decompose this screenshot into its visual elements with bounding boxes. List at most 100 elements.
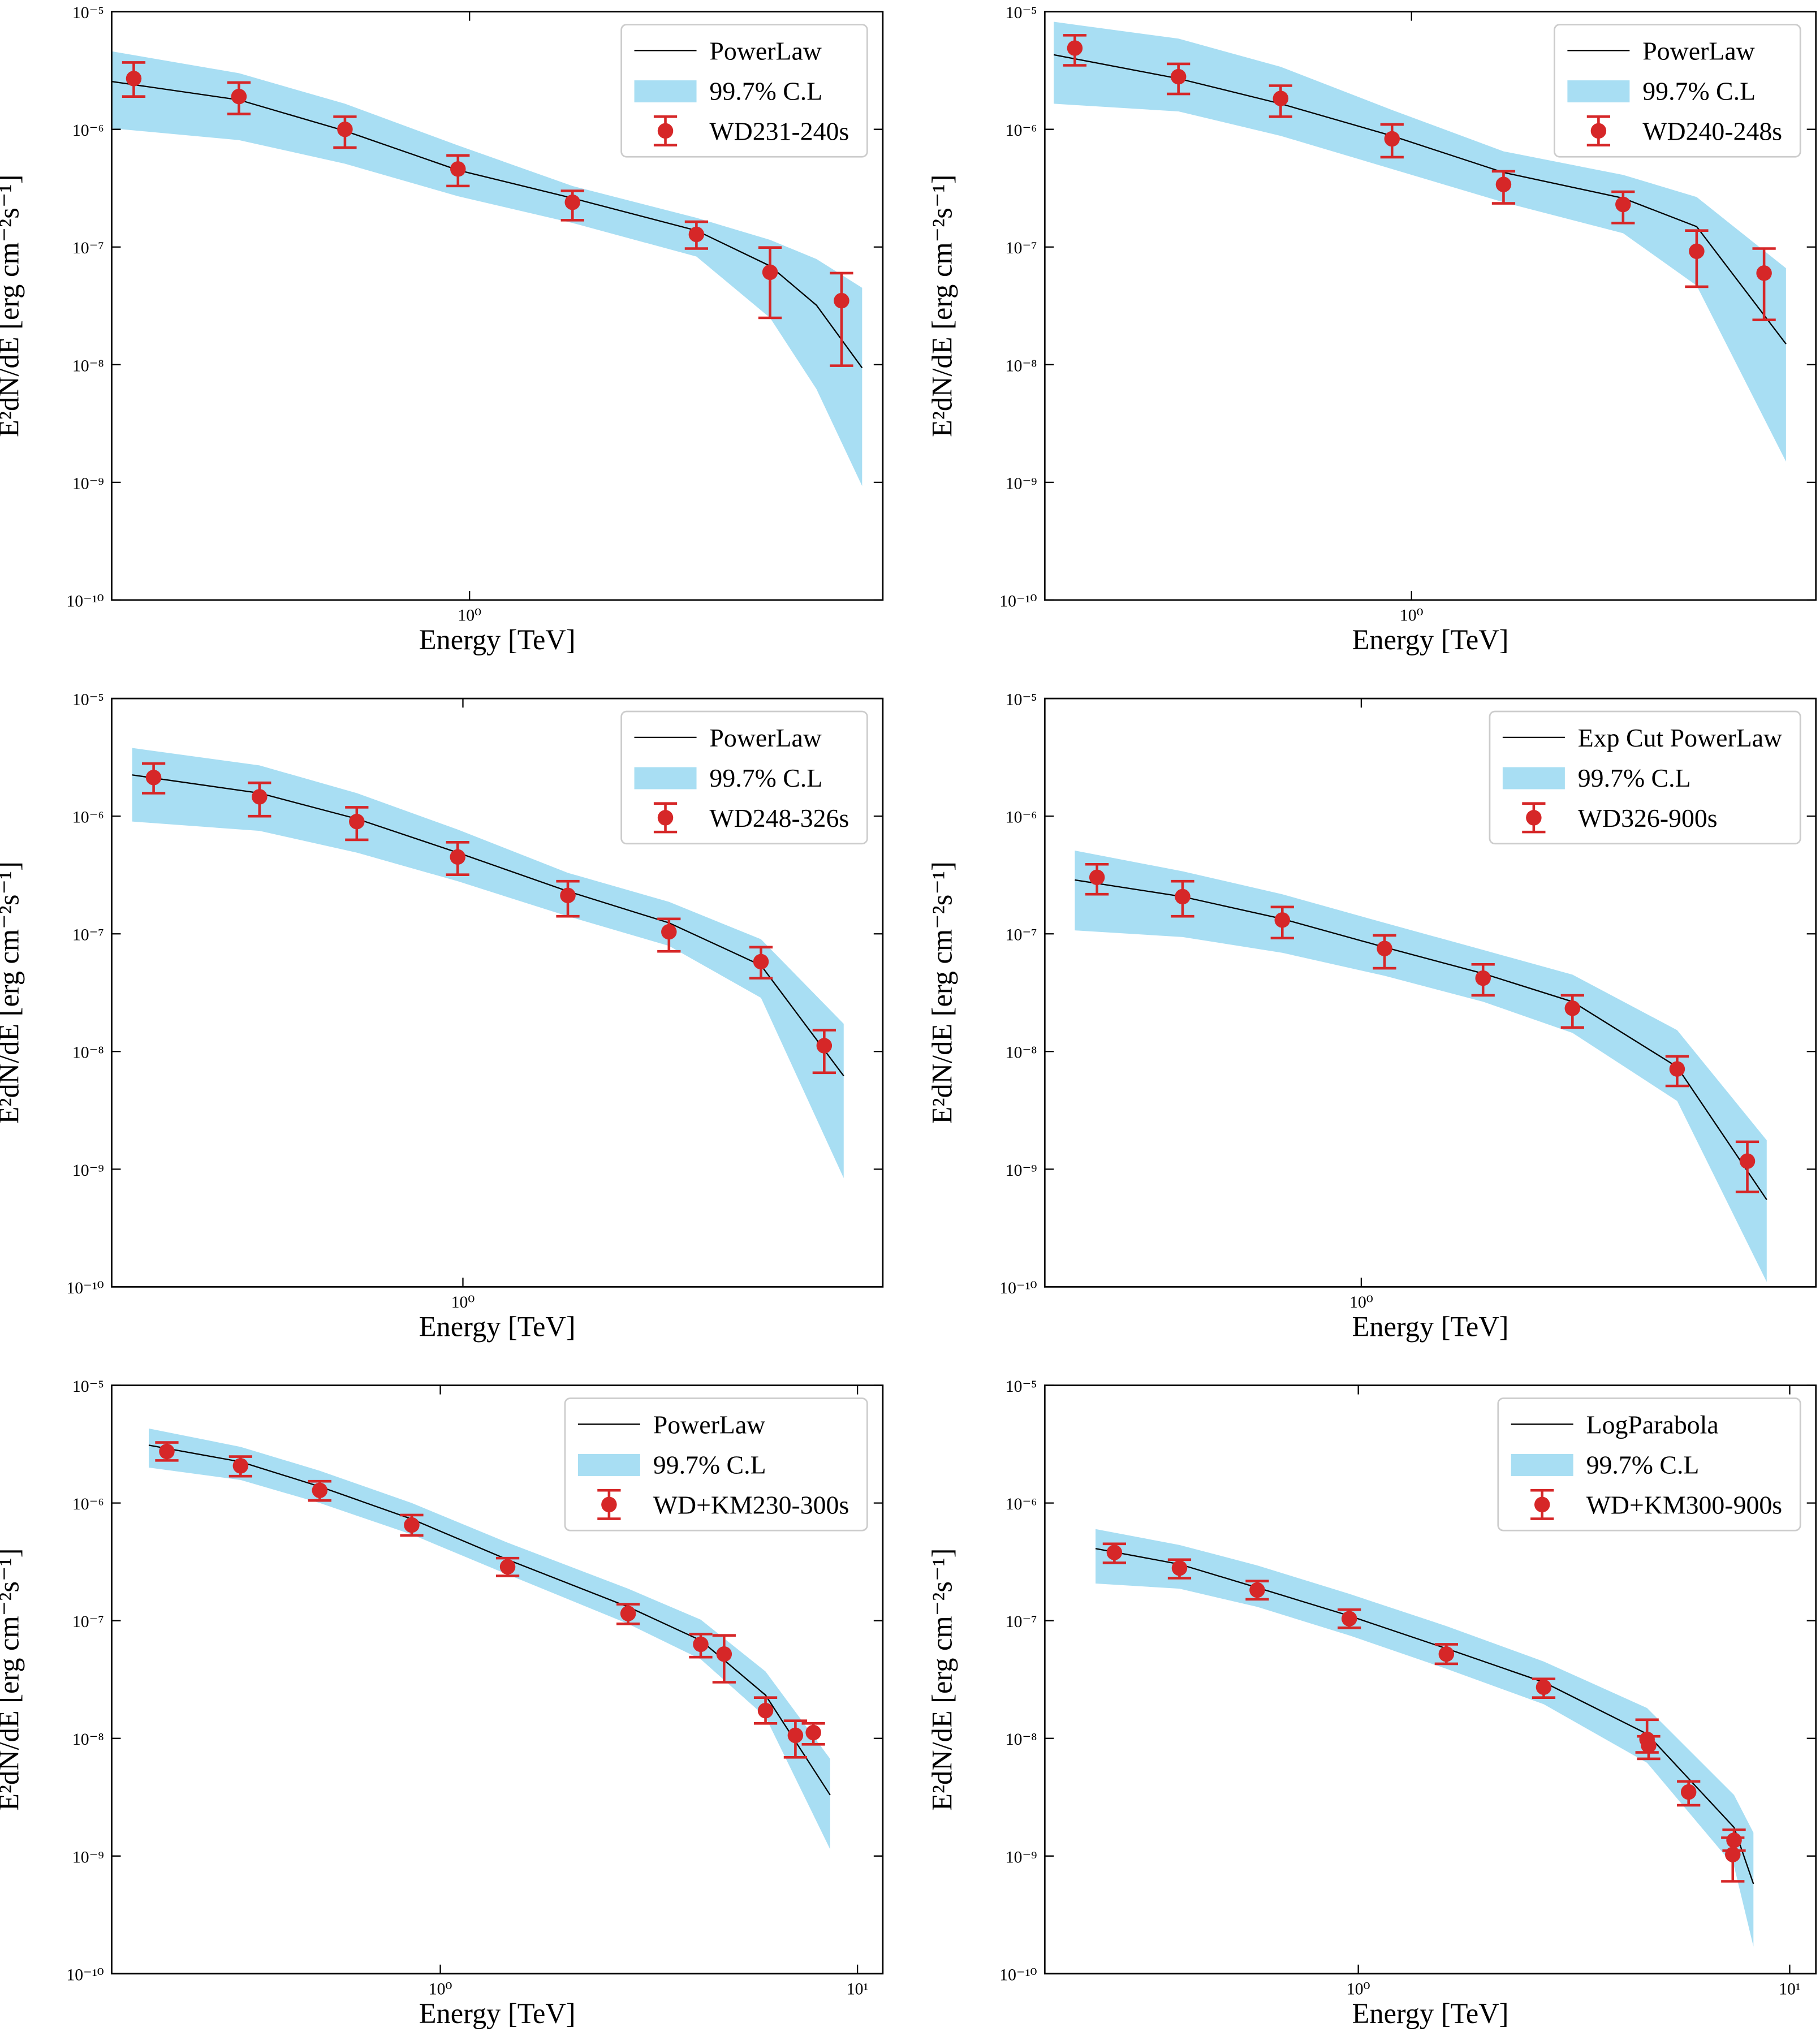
confidence-band [148, 1428, 830, 1849]
legend-label: WD240-248s [1642, 117, 1782, 145]
data-point [232, 1458, 249, 1474]
data-point [159, 1443, 175, 1460]
y-tick-label: 10⁻⁸ [72, 356, 104, 375]
data-point [145, 770, 162, 786]
legend-label: LogParabola [1586, 1410, 1719, 1439]
y-tick-label: 10⁻⁷ [72, 926, 104, 944]
data-point [757, 1703, 774, 1719]
x-tick-label: 10⁰ [1349, 1293, 1373, 1311]
y-tick-label: 10⁻⁵ [1006, 3, 1037, 22]
data-point [1536, 1679, 1552, 1696]
legend-point-handle [657, 810, 674, 826]
data-point [1377, 940, 1392, 956]
y-axis-label: E²dN/dE [erg cm⁻²s⁻¹] [0, 175, 24, 437]
data-point [620, 1606, 636, 1621]
legend: PowerLaw 99.7% C.L WD231-240s [620, 24, 868, 158]
y-tick-label: 10⁻⁹ [1006, 1848, 1037, 1866]
data-point [716, 1646, 732, 1662]
data-point [1725, 1847, 1741, 1862]
panel: 10⁻¹⁰ 10⁻⁹ 10⁻⁸ 10⁻⁷ 10⁻⁶ 10⁻⁵ 10⁰ 10¹ Energy [T… [926, 1377, 1817, 2029]
axes-frame [111, 11, 884, 601]
legend-label: WD+KM230-300s [653, 1490, 849, 1519]
axes-frame [111, 1384, 884, 1975]
plot-area [148, 1428, 831, 1849]
data-point [1273, 90, 1289, 106]
y-tick-label: 10⁻⁹ [72, 1161, 104, 1180]
data-point [231, 88, 247, 105]
y-axis-label: E²dN/dE [erg cm⁻²s⁻¹] [926, 175, 958, 437]
plot-area [1075, 851, 1767, 1282]
legend-band-handle [1511, 1454, 1573, 1476]
legend-box [1497, 1397, 1801, 1531]
x-axis-label: Energy [TeV] [419, 1998, 576, 2029]
x-axis-label: Energy [TeV] [419, 624, 576, 655]
y-tick-label: 10⁻¹⁰ [999, 1965, 1037, 1984]
data-point [450, 849, 465, 865]
plot-area [1054, 21, 1787, 462]
data-point [450, 161, 466, 177]
data-point [1171, 1560, 1188, 1576]
legend-point-handle [601, 1496, 617, 1513]
y-tick-label: 10⁻⁵ [72, 3, 104, 22]
axes-frame [1043, 11, 1817, 601]
legend-label: PowerLaw [709, 36, 821, 65]
legend-band-handle [577, 1454, 640, 1476]
x-tick-label: 10⁰ [1347, 1980, 1370, 1999]
y-tick-label: 10⁻⁵ [1006, 1377, 1037, 1396]
legend-label: 99.7% C.L [709, 76, 822, 105]
legend-box [620, 24, 868, 158]
confidence-band [132, 748, 844, 1179]
legend: Exp Cut PowerLaw 99.7% C.L WD326-900s [1489, 710, 1801, 845]
plot-area [1095, 1529, 1754, 1947]
y-tick-label: 10⁻⁹ [72, 1848, 104, 1866]
y-axis-label: E²dN/dE [erg cm⁻²s⁻¹] [926, 1548, 958, 1811]
data-point [1249, 1582, 1265, 1598]
y-tick-label: 10⁻¹⁰ [999, 592, 1037, 610]
legend-point-handle [657, 123, 674, 139]
model-line [1075, 879, 1767, 1201]
legend-box [1489, 710, 1801, 845]
data-point [1756, 265, 1772, 281]
legend: PowerLaw 99.7% C.L WD+KM230-300s [564, 1397, 868, 1531]
legend-label: WD248-326s [709, 804, 849, 832]
legend-label: WD+KM300-900s [1586, 1490, 1783, 1519]
y-tick-label: 10⁻¹⁰ [999, 1279, 1037, 1297]
y-tick-label: 10⁻⁶ [1006, 808, 1037, 827]
x-tick-label: 10⁰ [429, 1980, 452, 1999]
data-point [661, 924, 677, 940]
model-line [132, 774, 844, 1077]
data-point [762, 264, 778, 281]
x-tick-label: 10⁰ [451, 1293, 475, 1311]
y-tick-label: 10⁻⁶ [72, 808, 104, 827]
data-point [252, 789, 268, 805]
data-point [312, 1482, 328, 1499]
legend-box [1554, 24, 1801, 158]
data-point [1475, 970, 1491, 986]
legend: PowerLaw 99.7% C.L WD240-248s [1554, 24, 1801, 158]
data-point [753, 954, 769, 970]
data-point [834, 292, 849, 309]
x-axis-label: Energy [TeV] [1352, 624, 1509, 655]
legend-label: 99.7% C.L [1586, 1450, 1700, 1479]
legend-label: PowerLaw [653, 1410, 765, 1439]
plot-area [132, 748, 844, 1179]
legend-point-handle [1526, 810, 1542, 826]
data-point [1341, 1611, 1357, 1627]
confidence-band [1054, 21, 1786, 462]
legend-label: PowerLaw [709, 723, 821, 752]
data-point [1641, 1737, 1657, 1754]
data-point [787, 1727, 804, 1744]
legend-label: 99.7% C.L [1578, 763, 1691, 792]
legend-box [564, 1397, 868, 1531]
y-tick-label: 10⁻⁵ [1006, 691, 1037, 709]
x-axis-label: Energy [TeV] [1352, 1998, 1509, 2029]
y-tick-label: 10⁻⁸ [72, 1043, 104, 1062]
y-tick-label: 10⁻¹⁰ [66, 592, 103, 610]
y-tick-label: 10⁻¹⁰ [66, 1965, 103, 1984]
confidence-band [111, 51, 862, 486]
legend-band-handle [1502, 767, 1565, 789]
data-point [1089, 869, 1105, 886]
